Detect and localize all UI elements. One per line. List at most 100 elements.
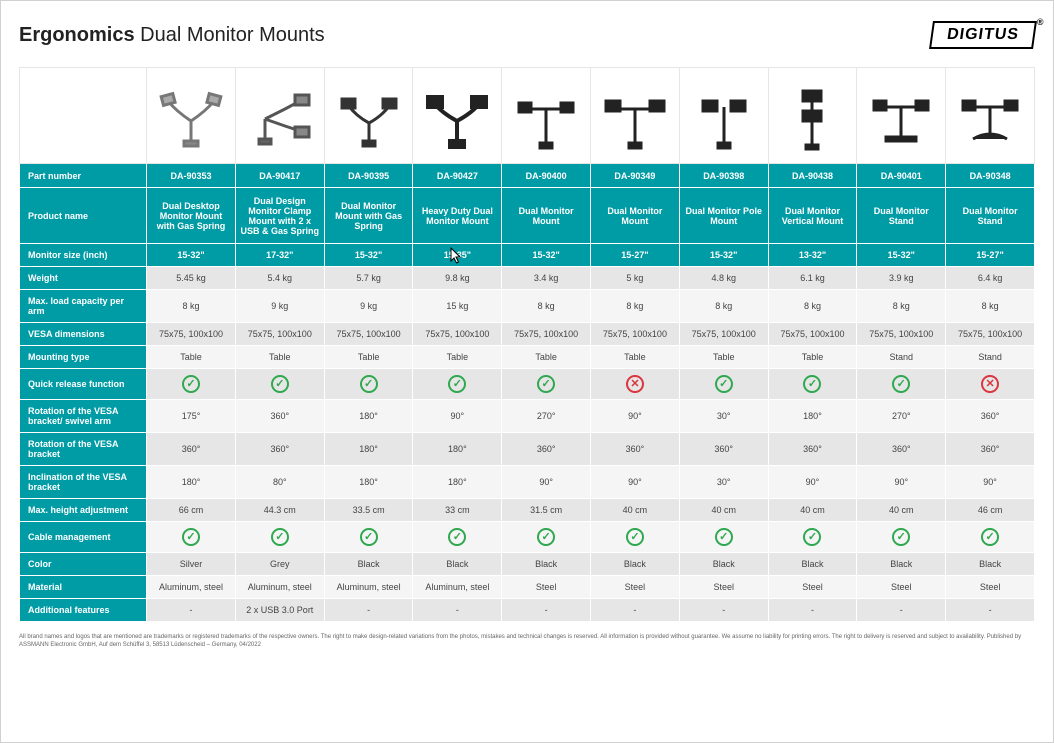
cell-vesa: 75x75, 100x100 (946, 323, 1035, 346)
cell-inclination: 90° (768, 466, 857, 499)
row-max_load: Max. load capacity per arm8 kg9 kg9 kg15… (20, 290, 1035, 323)
row-monitor-size: Monitor size (inch)15-32"17-32"15-32"15-… (20, 244, 1035, 267)
title-light: Dual Monitor Mounts (140, 24, 325, 46)
cell-mounting: Table (502, 346, 591, 369)
check-icon: ✓ (448, 528, 466, 546)
cell-inclination: 90° (502, 466, 591, 499)
cell-color: Black (768, 553, 857, 576)
cross-icon: ✕ (626, 375, 644, 393)
cell-mounting: Table (147, 346, 236, 369)
cell-inclination: 90° (857, 466, 946, 499)
check-icon: ✓ (803, 375, 821, 393)
cell-part-number: DA-90395 (324, 164, 413, 188)
cell-max_height: 31.5 cm (502, 499, 591, 522)
cell-monitor-size: 15-27" (946, 244, 1035, 267)
label-material: Material (20, 576, 147, 599)
title-bold: Ergonomics (19, 24, 135, 46)
cell-vesa: 75x75, 100x100 (324, 323, 413, 346)
row-part-number: Part numberDA-90353DA-90417DA-90395DA-90… (20, 164, 1035, 188)
cell-color: Black (413, 553, 502, 576)
cell-cable: ✓ (413, 522, 502, 553)
cell-rotation_swivel: 360° (235, 400, 324, 433)
cell-rotation_swivel: 270° (502, 400, 591, 433)
cell-material: Steel (768, 576, 857, 599)
product-image (147, 68, 236, 164)
label-weight: Weight (20, 267, 147, 290)
cell-rotation_bracket: 180° (413, 433, 502, 466)
cell-material: Aluminum, steel (147, 576, 236, 599)
cell-inclination: 80° (235, 466, 324, 499)
cell-mounting: Table (679, 346, 768, 369)
cell-max_height: 33.5 cm (324, 499, 413, 522)
row-rotation_swivel: Rotation of the VESA bracket/ swivel arm… (20, 400, 1035, 433)
cell-weight: 3.9 kg (857, 267, 946, 290)
check-icon: ✓ (360, 528, 378, 546)
cell-mounting: Stand (857, 346, 946, 369)
cell-material: Steel (591, 576, 680, 599)
cell-mounting: Table (768, 346, 857, 369)
row-max_height: Max. height adjustment66 cm44.3 cm33.5 c… (20, 499, 1035, 522)
cell-rotation_bracket: 360° (679, 433, 768, 466)
label-color: Color (20, 553, 147, 576)
cell-product-name: Dual Monitor Mount (502, 188, 591, 244)
cell-max_load: 8 kg (768, 290, 857, 323)
brand-name: DIGITUS (946, 26, 1020, 43)
label-additional: Additional features (20, 599, 147, 622)
row-cable: Cable management✓✓✓✓✓✓✓✓✓✓ (20, 522, 1035, 553)
cell-inclination: 30° (679, 466, 768, 499)
check-icon: ✓ (271, 375, 289, 393)
label-product-name: Product name (20, 188, 147, 244)
cell-material: Steel (946, 576, 1035, 599)
header: Ergonomics Dual Monitor Mounts DIGITUS ® (19, 21, 1035, 49)
cell-cable: ✓ (502, 522, 591, 553)
cell-vesa: 75x75, 100x100 (591, 323, 680, 346)
check-icon: ✓ (626, 528, 644, 546)
cell-max_load: 8 kg (857, 290, 946, 323)
cell-quick_release: ✓ (413, 369, 502, 400)
cell-material: Aluminum, steel (324, 576, 413, 599)
cell-product-name: Dual Monitor Stand (946, 188, 1035, 244)
cell-monitor-size: 15-27" (591, 244, 680, 267)
check-icon: ✓ (981, 528, 999, 546)
check-icon: ✓ (537, 375, 555, 393)
product-image (679, 68, 768, 164)
cell-material: Aluminum, steel (235, 576, 324, 599)
cell-rotation_swivel: 180° (324, 400, 413, 433)
cell-additional: - (324, 599, 413, 622)
cell-product-name: Dual Monitor Pole Mount (679, 188, 768, 244)
cell-weight: 6.4 kg (946, 267, 1035, 290)
cell-monitor-size: 15-32" (502, 244, 591, 267)
label-part-number: Part number (20, 164, 147, 188)
cell-part-number: DA-90401 (857, 164, 946, 188)
check-icon: ✓ (360, 375, 378, 393)
cell-max_load: 8 kg (591, 290, 680, 323)
cell-part-number: DA-90400 (502, 164, 591, 188)
cell-product-name: Heavy Duty Dual Monitor Mount (413, 188, 502, 244)
cell-quick_release: ✓ (502, 369, 591, 400)
cell-rotation_bracket: 360° (591, 433, 680, 466)
cell-rotation_swivel: 30° (679, 400, 768, 433)
product-image (591, 68, 680, 164)
cell-rotation_swivel: 360° (946, 400, 1035, 433)
cell-max_height: 33 cm (413, 499, 502, 522)
cell-color: Black (502, 553, 591, 576)
label-cable: Cable management (20, 522, 147, 553)
cell-additional: - (679, 599, 768, 622)
cell-cable: ✓ (857, 522, 946, 553)
cell-rotation_swivel: 90° (413, 400, 502, 433)
check-icon: ✓ (892, 528, 910, 546)
cell-weight: 5 kg (591, 267, 680, 290)
cell-part-number: DA-90438 (768, 164, 857, 188)
cell-additional: - (147, 599, 236, 622)
image-row (20, 68, 1035, 164)
cell-mounting: Table (235, 346, 324, 369)
cell-max_height: 40 cm (768, 499, 857, 522)
cell-quick_release: ✓ (147, 369, 236, 400)
cell-color: Silver (147, 553, 236, 576)
cell-vesa: 75x75, 100x100 (857, 323, 946, 346)
cell-inclination: 180° (413, 466, 502, 499)
cell-part-number: DA-90427 (413, 164, 502, 188)
row-vesa: VESA dimensions75x75, 100x10075x75, 100x… (20, 323, 1035, 346)
cell-vesa: 75x75, 100x100 (413, 323, 502, 346)
cell-part-number: DA-90398 (679, 164, 768, 188)
